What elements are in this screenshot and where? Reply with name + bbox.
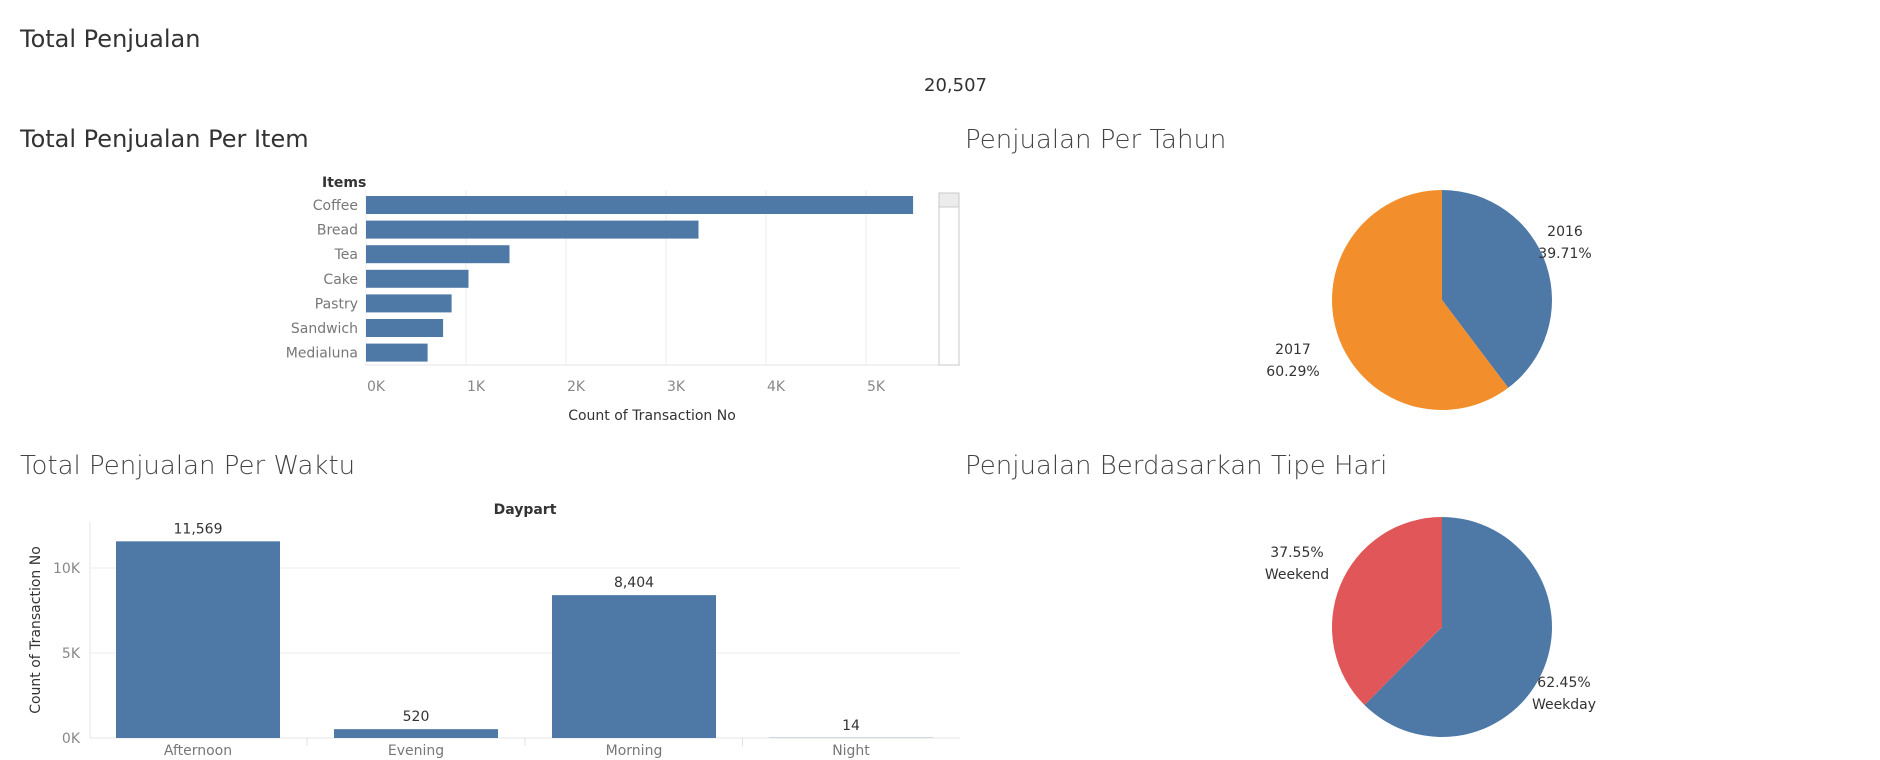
items-bar-coffee[interactable] xyxy=(366,196,914,214)
daypart-category-label: Morning xyxy=(606,743,663,759)
daypart-bar-morning[interactable] xyxy=(552,595,716,738)
items-bar-pastry[interactable] xyxy=(366,294,452,313)
items-bar-chart: Items Coffee Bread Tea Cake Pastry Sandwich Me… xyxy=(286,175,960,424)
daypart-data-label: 520 xyxy=(403,709,430,725)
items-category-label: Sandwich xyxy=(291,321,358,337)
items-x-tick-label: 1K xyxy=(467,379,486,395)
year-pie-slice-2016[interactable] xyxy=(1442,190,1552,388)
items-category-label: Cake xyxy=(323,272,358,288)
daypart-y-axis-label: Count of Transaction No xyxy=(28,546,44,714)
year-pie-slice-2017[interactable] xyxy=(1332,190,1509,410)
daypart-bar-afternoon[interactable] xyxy=(116,541,280,738)
daypart-header: Daypart xyxy=(494,502,557,518)
items-category-label: Medialuna xyxy=(286,346,358,362)
daytype-pie-slice-weekday[interactable] xyxy=(1364,517,1552,737)
items-x-tick-label: 3K xyxy=(667,379,686,395)
daytype-pie-slice-percent: Weekend xyxy=(1265,567,1329,583)
daytype-pie-slice-weekend[interactable] xyxy=(1332,517,1442,706)
daytype-pie-slice-label: 62.45% xyxy=(1537,675,1590,691)
daypart-bar-chart: Daypart Count of Transaction No 11,569 Af… xyxy=(28,502,960,759)
pie-charts: 2016 39.71% 2017 60.29% 62.45% Weekday 37.55%… xyxy=(1265,190,1596,737)
year-pie-slice-percent: 39.71% xyxy=(1538,246,1591,262)
year-pie-slice-label: 2017 xyxy=(1275,342,1311,358)
items-category-label: Pastry xyxy=(315,296,358,312)
items-x-tick-label: 2K xyxy=(567,379,586,395)
daypart-category-label: Evening xyxy=(388,743,444,759)
daytype-pie-slice-percent: Weekday xyxy=(1532,697,1596,713)
items-x-tick-label: 4K xyxy=(767,379,786,395)
items-x-tick-label: 5K xyxy=(867,379,886,395)
daypart-data-label: 11,569 xyxy=(174,521,223,537)
items-bar-tea[interactable] xyxy=(366,245,510,264)
items-category-label: Tea xyxy=(334,247,358,263)
kpi-value: 20,507 xyxy=(924,75,987,96)
items-chart-title: Total Penjualan Per Item xyxy=(20,125,309,153)
items-x-tick-label: 0K xyxy=(367,379,386,395)
daypart-bar-evening[interactable] xyxy=(334,729,498,738)
items-scrollbar-thumb[interactable] xyxy=(938,192,960,208)
daytype-chart-title: Penjualan Berdasarkan Tipe Hari xyxy=(965,451,1388,481)
daypart-category-label: Night xyxy=(832,743,870,759)
daytype-pie-slice-label: 37.55% xyxy=(1270,545,1323,561)
items-header: Items xyxy=(322,175,366,191)
items-category-label: Bread xyxy=(317,223,358,239)
items-category-label: Coffee xyxy=(313,198,358,214)
daypart-y-tick-label: 10K xyxy=(53,561,81,577)
year-chart-title: Penjualan Per Tahun xyxy=(965,125,1227,155)
items-bar-medialuna[interactable] xyxy=(366,343,428,362)
daypart-chart-title: Total Penjualan Per Waktu xyxy=(20,451,356,481)
year-pie-slice-label: 2016 xyxy=(1547,224,1583,240)
items-bar-cake[interactable] xyxy=(366,269,469,288)
year-pie-slice-percent: 60.29% xyxy=(1266,364,1319,380)
items-bar-bread[interactable] xyxy=(366,220,699,239)
daypart-data-label: 8,404 xyxy=(614,575,654,591)
kpi-title: Total Penjualan xyxy=(20,25,201,53)
daypart-y-tick-label: 5K xyxy=(62,646,81,662)
items-bar-sandwich[interactable] xyxy=(366,319,444,337)
items-x-axis-label: Count of Transaction No xyxy=(568,408,736,424)
daypart-category-label: Afternoon xyxy=(164,743,232,759)
daypart-data-label: 14 xyxy=(842,718,860,734)
daypart-y-tick-label: 0K xyxy=(62,731,81,747)
